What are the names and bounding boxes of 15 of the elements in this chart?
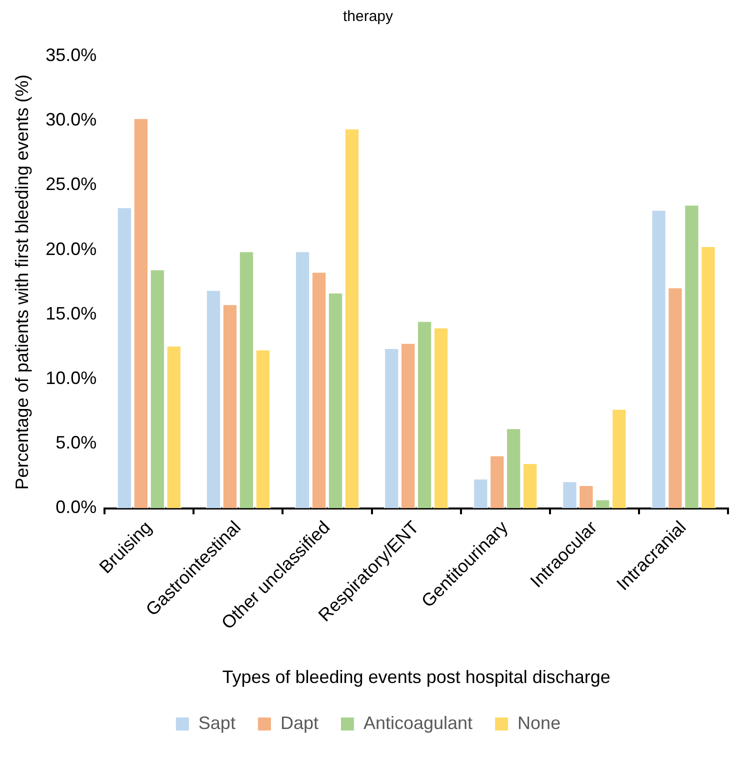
y-tick-label: 25.0%: [46, 174, 97, 194]
y-tick-label: 15.0%: [46, 303, 97, 324]
legend-label: Anticoagulant: [363, 712, 473, 733]
y-tick-label: 5.0%: [56, 432, 97, 453]
y-tick-label: 35.0%: [46, 44, 97, 65]
chart-title: therapy: [342, 8, 394, 26]
legend-label: Sapt: [198, 712, 236, 733]
y-tick-label: 30.0%: [46, 110, 97, 130]
y-axis-title: Percentage of patients with first bleeding events (%): [12, 74, 32, 490]
y-tick-label: 0.0%: [56, 497, 97, 518]
y-tick-label: 10.0%: [46, 368, 97, 388]
legend-label: Dapt: [280, 712, 318, 733]
y-tick-label: 20.0%: [46, 238, 97, 259]
legend-label: None: [518, 712, 561, 733]
x-axis-title: Types of bleeding events post hospital discharge: [222, 667, 610, 688]
